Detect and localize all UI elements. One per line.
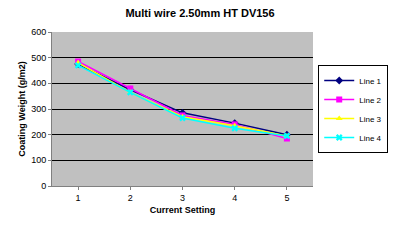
svg-text:600: 600 <box>31 27 46 37</box>
svg-text:100: 100 <box>31 155 46 165</box>
svg-text:5: 5 <box>284 193 289 203</box>
svg-text:Multi wire 2.50mm HT DV156: Multi wire 2.50mm HT DV156 <box>125 7 274 19</box>
svg-text:Current Setting: Current Setting <box>150 205 216 215</box>
svg-text:200: 200 <box>31 130 46 140</box>
svg-text:Line 3: Line 3 <box>359 115 381 124</box>
svg-text:500: 500 <box>31 53 46 63</box>
svg-text:Line 4: Line 4 <box>359 134 381 143</box>
svg-text:1: 1 <box>76 193 81 203</box>
svg-text:300: 300 <box>31 104 46 114</box>
svg-text:0: 0 <box>41 181 46 191</box>
svg-text:400: 400 <box>31 78 46 88</box>
svg-text:Coating Weight (g/m2): Coating Weight (g/m2) <box>17 61 27 156</box>
svg-text:2: 2 <box>128 193 133 203</box>
svg-text:3: 3 <box>180 193 185 203</box>
svg-text:4: 4 <box>232 193 237 203</box>
svg-text:Line 1: Line 1 <box>359 77 381 86</box>
svg-text:Line 2: Line 2 <box>359 96 381 105</box>
